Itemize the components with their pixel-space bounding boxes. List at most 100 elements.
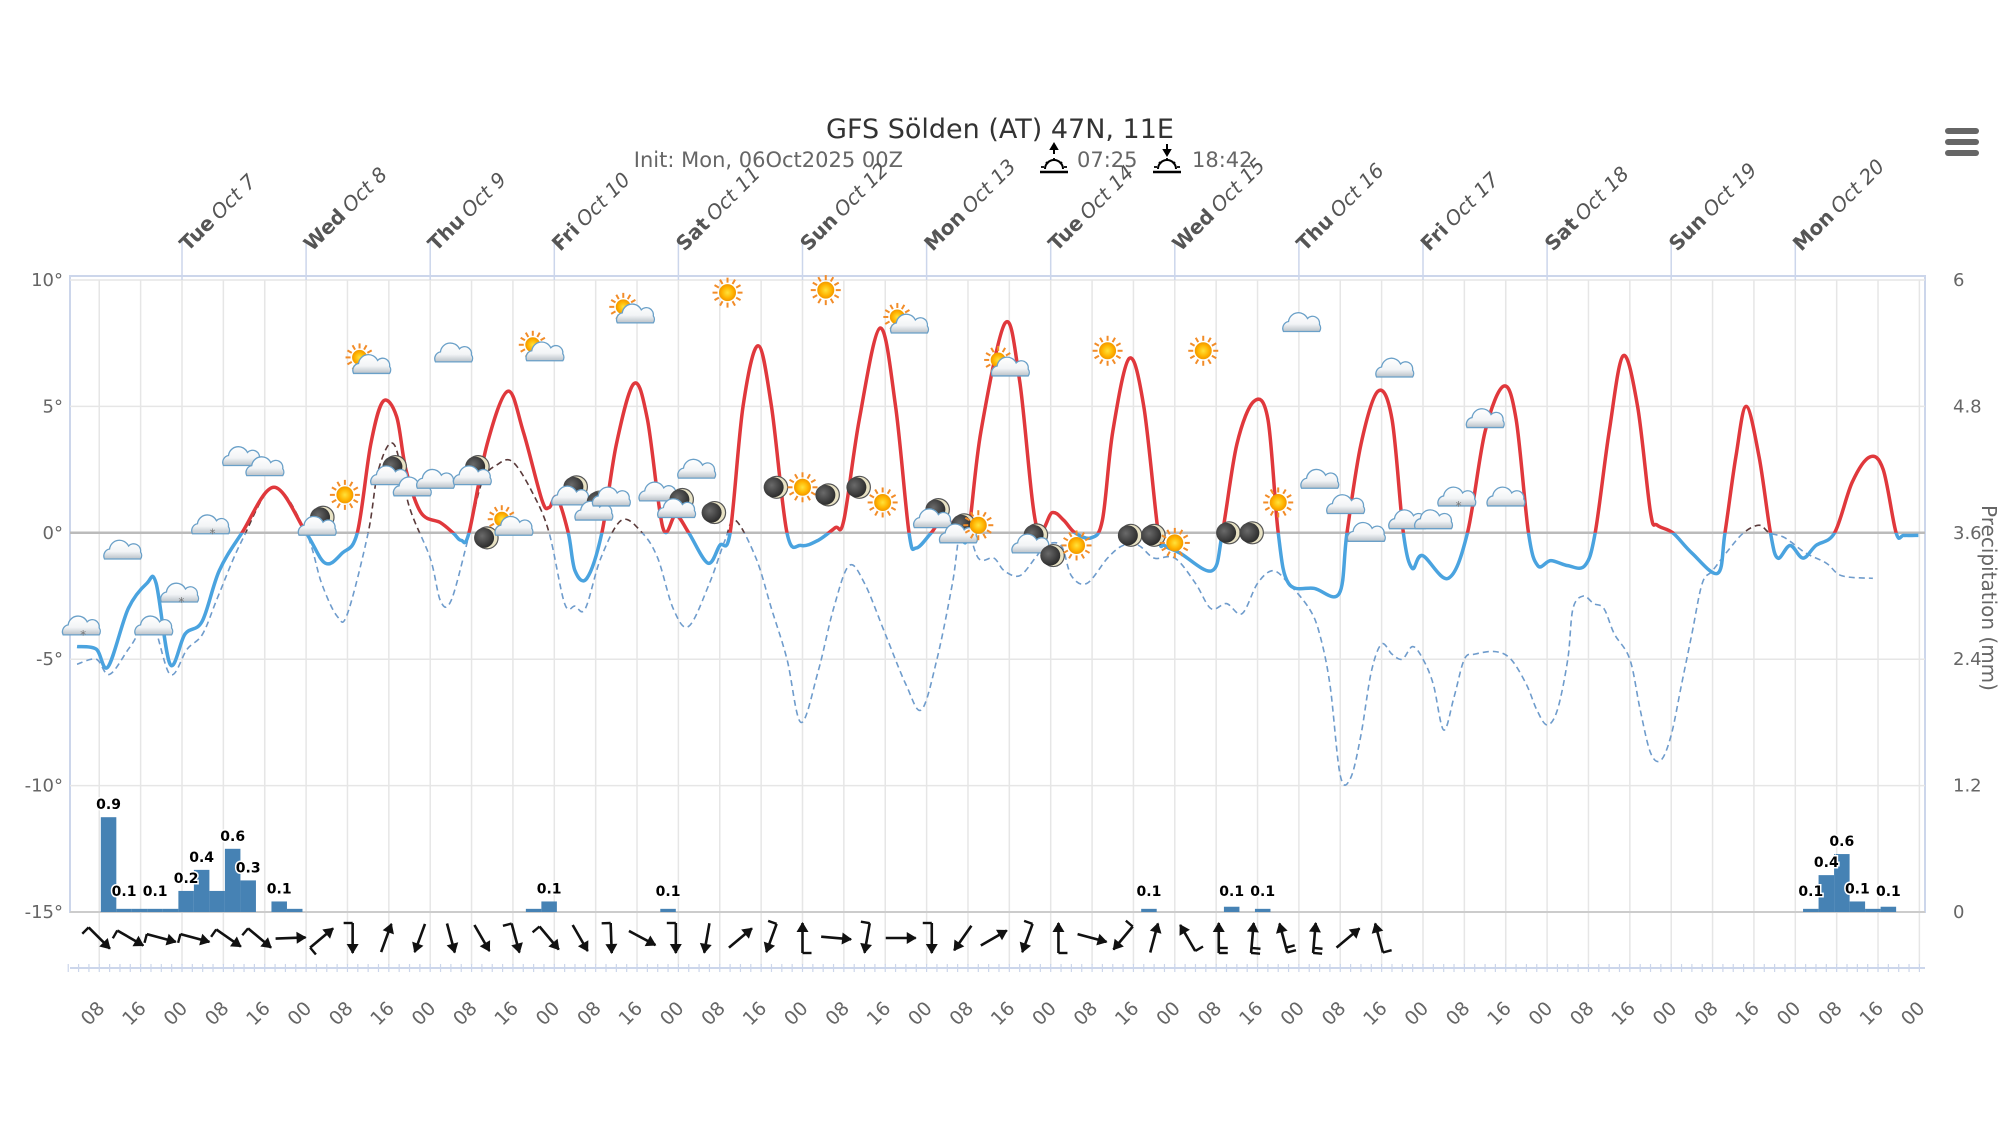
wind-arrowhead — [953, 939, 965, 952]
sun-disc — [1099, 342, 1117, 360]
sun-ray — [349, 503, 354, 509]
wind-arrow-icon — [1112, 919, 1134, 951]
sun-ray — [1068, 553, 1073, 559]
wind-arrowhead — [577, 940, 589, 952]
hour-tick-label: 08 — [325, 997, 358, 1030]
precipitation-bar — [1141, 908, 1157, 912]
y-right-tick-label: 1.2 — [1953, 776, 1982, 797]
wind-barb — [210, 928, 218, 938]
moon-cloud-icon — [657, 487, 697, 519]
wind-arrow-icon — [922, 921, 938, 954]
plot-grid — [69, 275, 1926, 965]
y-axis-right-title: Precipitation (mm) — [1977, 505, 2000, 691]
sun-ray — [874, 488, 879, 495]
moon-shadow — [474, 527, 495, 548]
sun-ray — [874, 510, 879, 516]
hour-tick-label: 08 — [821, 997, 854, 1030]
day-label: FriOct 17 — [1416, 167, 1504, 255]
sun-ray — [869, 506, 875, 511]
moon-shadow — [815, 484, 836, 505]
hour-tick-label: 00 — [532, 997, 565, 1030]
day-date: Oct 19 — [1698, 158, 1762, 222]
precipitation-bar — [240, 880, 256, 912]
precipitation-bar — [1865, 908, 1881, 912]
sun-icon — [712, 277, 743, 308]
wind-arrow-icon — [1052, 922, 1068, 955]
cloud-shape — [1414, 509, 1454, 530]
sun-ray — [806, 495, 811, 501]
precipitation-value-label: 0.1 — [267, 881, 292, 897]
sun-ray — [886, 488, 892, 495]
wind-arrowhead — [199, 933, 211, 946]
precipitation-bar — [131, 908, 148, 912]
wind-arrowhead — [132, 935, 145, 947]
sun-ray — [1211, 354, 1217, 360]
wind-arrow-icon — [445, 923, 459, 954]
sun-ray — [714, 296, 720, 302]
sun-ray — [890, 494, 897, 499]
sun-ray — [829, 276, 835, 282]
wind-arrow-icon — [412, 923, 427, 954]
sun-ray — [964, 529, 971, 534]
cloud-shape — [1486, 486, 1526, 507]
y-right-tick-label: 6 — [1953, 270, 1964, 291]
sun-ray — [1068, 531, 1073, 538]
sun-ray — [524, 332, 530, 338]
wind-barb — [1382, 949, 1392, 954]
hour-tick-label: 00 — [1525, 997, 1558, 1030]
cloud-icon — [1282, 312, 1322, 333]
sun-ray — [969, 533, 975, 539]
cloud-shape — [245, 456, 285, 477]
precipitation-labels: 0.9 0.1 0.1 0.2 0.4 0.6 0.3 0.1 0.1 0.1 0.1 0.1 0.1 0… — [95, 796, 1903, 902]
sun-ray — [1264, 494, 1271, 499]
hour-tick-label: 16 — [614, 997, 647, 1030]
moon-cloud-icon — [370, 455, 410, 486]
sun-ray — [982, 511, 987, 518]
wind-arrow-icon — [531, 925, 560, 951]
cloud-shape — [938, 523, 978, 544]
hour-tick-label: 00 — [1152, 997, 1185, 1030]
wind-arrowhead — [1019, 941, 1032, 954]
sun-ray — [331, 486, 337, 491]
hour-tick-label: 16 — [242, 997, 275, 1030]
cloud-shape — [1326, 494, 1366, 515]
wind-arrowhead — [1246, 922, 1259, 933]
wind-arrow-icon — [379, 922, 394, 953]
sun-ray — [884, 320, 891, 325]
init-text: Init: Mon, 06Oct2025 00Z — [634, 148, 903, 172]
sun-ray — [794, 473, 799, 480]
hour-axis: 08 16 00 08 16 00 08 16 00 08 16 00 08 16 00 08 16 00 08 16… — [77, 997, 1930, 1030]
hamburger-menu-button[interactable] — [1945, 128, 1979, 156]
moon-icon — [1141, 523, 1166, 547]
cloud-icon — [591, 486, 631, 507]
wind-barb — [531, 925, 541, 934]
sun-ray — [964, 516, 971, 522]
precipitation-value-label: 0.1 — [143, 884, 168, 900]
wind-arrow-icon — [821, 932, 853, 945]
wind-barb — [1125, 919, 1134, 928]
precipitation-bar — [209, 890, 225, 912]
sun-disc — [969, 516, 987, 534]
sun-cloud-icon — [345, 343, 392, 375]
precipitation-bar — [116, 908, 132, 912]
day-label: ThuOct 16 — [1291, 158, 1388, 255]
sun-ray — [351, 344, 356, 351]
sun-disc — [794, 478, 811, 496]
sun-ray — [890, 506, 897, 511]
sun-ray — [520, 348, 526, 353]
hour-tick-label: 08 — [1690, 997, 1723, 1030]
wind-barb — [1313, 946, 1323, 950]
wind-barb — [860, 920, 870, 925]
wind-arrowhead — [841, 932, 853, 945]
cloud-shape — [494, 515, 534, 536]
precipitation-value-label: 0.4 — [189, 850, 214, 866]
cloud-shape — [297, 515, 337, 536]
day-label: MonOct 13 — [919, 154, 1020, 255]
cloud-icon — [1326, 494, 1366, 515]
wind-arrowhead — [1179, 924, 1190, 936]
wind-barb — [1251, 946, 1261, 950]
sun-ray — [1161, 547, 1167, 552]
sun-ray — [615, 294, 620, 300]
sun-ray — [806, 473, 811, 480]
